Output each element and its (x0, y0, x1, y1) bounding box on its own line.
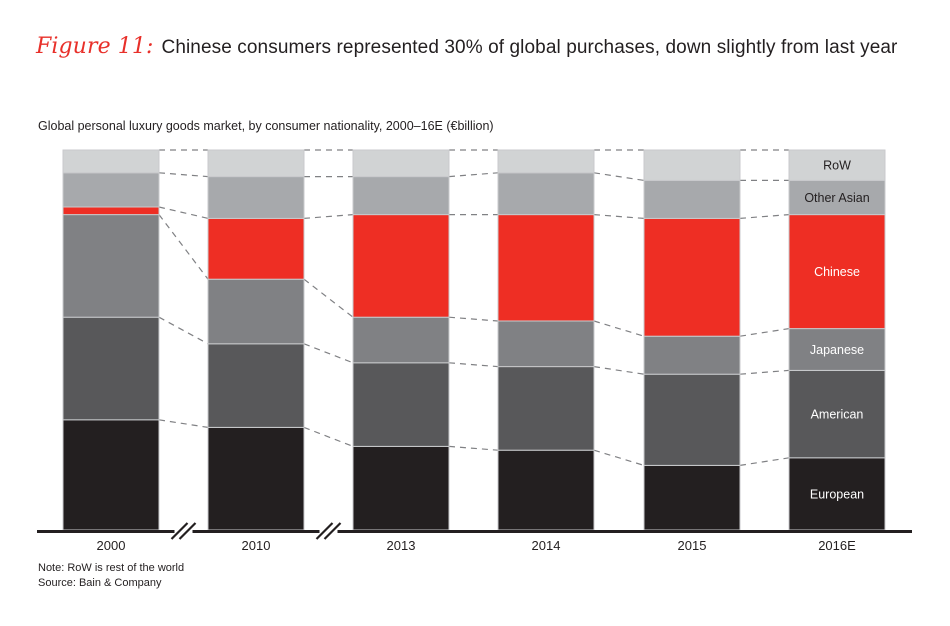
connector-line (593, 320, 645, 337)
connector-line (739, 328, 790, 337)
connector-line (593, 449, 645, 466)
segment-other-asian-2014 (497, 172, 595, 216)
segment-label: American (811, 408, 864, 422)
connector-line (158, 214, 209, 280)
x-axis: 2000 2010 2013 2014 2015 2016E (37, 522, 912, 553)
bar-2015 (643, 149, 741, 531)
segment-american-2015 (643, 373, 741, 466)
footnotes: Note: RoW is rest of the world Source: B… (38, 561, 184, 591)
connector-line (303, 214, 354, 219)
x-tick-label: 2014 (532, 538, 561, 553)
connector-line (593, 214, 645, 219)
segment-row-2013 (352, 149, 450, 178)
segment-label: Chinese (814, 265, 860, 279)
bar-2014 (497, 149, 595, 531)
x-tick-label: 2013 (387, 538, 416, 553)
axis-break-mark (315, 522, 342, 540)
segment-japanese-2016E (788, 328, 886, 371)
segment-european-2014 (497, 449, 595, 531)
figure-title-text: Chinese consumers represented 30% of glo… (161, 37, 898, 58)
connector-line (303, 426, 354, 447)
connector-line (593, 366, 645, 375)
figure-title: Figure 11: Chinese consumers represented … (36, 34, 897, 59)
segment-japanese-2014 (497, 320, 595, 368)
segment-label: European (810, 487, 864, 501)
segment-japanese-2000 (62, 214, 160, 318)
segment-chinese-2010 (207, 217, 305, 280)
connector-line (303, 278, 354, 318)
segment-chinese-2014 (497, 214, 595, 322)
segment-label: RoW (823, 159, 851, 173)
segment-chinese-2015 (643, 217, 741, 337)
segment-american-2010 (207, 343, 305, 428)
connector-line (739, 369, 790, 375)
connector-line (448, 445, 499, 451)
x-tick-label: 2000 (97, 538, 126, 553)
segment-row-2015 (643, 149, 741, 181)
segment-american-2016E (788, 369, 886, 459)
figure-label: Figure 11: (36, 34, 154, 59)
segment-american-2014 (497, 366, 595, 451)
segment-european-2010 (207, 426, 305, 531)
x-tick-label: 2015 (678, 538, 707, 553)
segment-japanese-2013 (352, 316, 450, 364)
segment-european-2000 (62, 419, 160, 531)
bars (62, 149, 886, 531)
segment-row-2014 (497, 149, 595, 174)
axis-break-mark (170, 522, 197, 540)
segment-other-asian-2000 (62, 172, 160, 208)
segment-european-2016E (788, 457, 886, 531)
source-text: Source: Bain & Company (38, 577, 162, 589)
bar-2013 (352, 149, 450, 531)
segment-label: Other Asian (804, 191, 869, 205)
connector-line (448, 172, 499, 178)
segment-european-2015 (643, 464, 741, 531)
segment-japanese-2010 (207, 278, 305, 345)
bar-2016E (788, 149, 886, 531)
bar-2010 (207, 149, 305, 531)
connector-line (448, 362, 499, 368)
bar-2000 (62, 149, 160, 531)
segment-row-2010 (207, 149, 305, 178)
connector-line (739, 214, 790, 219)
connector-line (158, 419, 209, 428)
segment-row-2016E (788, 149, 886, 181)
segment-european-2013 (352, 445, 450, 531)
chart-subtitle: Global personal luxury goods market, by … (38, 119, 494, 133)
x-tick-label: 2016E (818, 538, 856, 553)
connector-line (303, 343, 354, 364)
connector-line (158, 206, 209, 219)
connector-line (448, 316, 499, 322)
segment-row-2000 (62, 149, 160, 174)
segment-american-2000 (62, 316, 160, 421)
segment-japanese-2015 (643, 335, 741, 375)
x-tick-label: 2010 (242, 538, 271, 553)
segment-american-2013 (352, 362, 450, 447)
segment-label: Japanese (810, 343, 864, 357)
note-text: Note: RoW is rest of the world (38, 562, 185, 574)
segment-chinese-2016E (788, 214, 886, 330)
segment-chinese-2000 (62, 206, 160, 216)
connector-line (593, 172, 645, 181)
segment-labels: European American Japanese Chinese Other Asi… (804, 159, 869, 502)
connector-line (158, 172, 209, 178)
connector-line (158, 316, 209, 345)
segment-other-asian-2010 (207, 176, 305, 219)
segment-other-asian-2015 (643, 179, 741, 219)
segment-chinese-2013 (352, 214, 450, 318)
connector-lines (158, 149, 790, 466)
connector-line (739, 457, 790, 466)
segment-other-asian-2013 (352, 176, 450, 216)
